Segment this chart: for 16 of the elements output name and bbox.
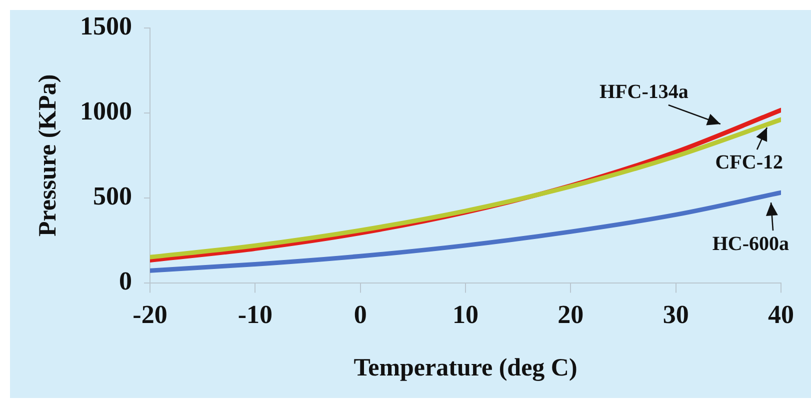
x-tick-label: -20 — [132, 300, 168, 330]
y-tick-label: 1500 — [80, 12, 132, 41]
x-tick-label: 0 — [354, 300, 367, 330]
series-label: HC-600a — [712, 232, 789, 255]
y-tick-label: 1000 — [80, 96, 132, 126]
y-tick-label: 500 — [93, 182, 132, 211]
y-axis-title: Pressure (KPa) — [34, 74, 62, 237]
y-tick-label: 0 — [119, 266, 132, 296]
text: HFC-134a — [600, 81, 688, 104]
x-tick-label: 40 — [768, 300, 794, 330]
x-tick-label: -10 — [238, 300, 273, 330]
x-axis-title: Temperature (deg C) — [354, 354, 578, 382]
x-tick-label: 10 — [452, 300, 478, 330]
series-label: CFC-12 — [715, 152, 783, 174]
x-tick-label: 20 — [558, 300, 584, 330]
x-tick-label: 30 — [662, 300, 689, 330]
